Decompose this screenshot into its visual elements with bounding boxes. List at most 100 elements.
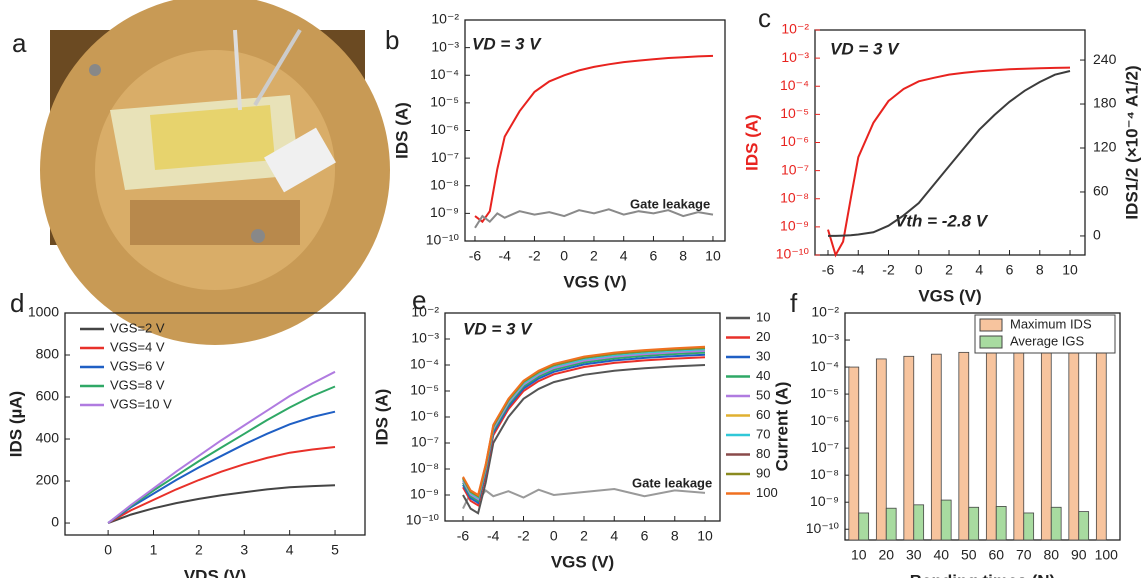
annotation: Gate leakage — [630, 196, 710, 211]
y-tick-label: 10⁻¹⁰ — [806, 520, 840, 536]
x-tick-label: 5 — [331, 542, 339, 558]
y-tick-label: 10⁻⁵ — [780, 105, 809, 121]
panel-label: d — [10, 288, 24, 318]
y-tick-label: 1000 — [28, 304, 59, 320]
bar — [958, 351, 970, 541]
photo-pads — [130, 200, 300, 245]
x-tick-label: 2 — [195, 542, 203, 558]
annotation: VD = 3 V — [830, 39, 900, 58]
y2-tick-label: 60 — [1093, 183, 1109, 199]
bar — [1078, 511, 1090, 541]
legend-label: VGS=10 V — [110, 396, 172, 411]
x-tick-label: 4 — [610, 528, 618, 544]
legend-label: 30 — [756, 348, 770, 363]
x-tick-label: -6 — [457, 528, 470, 544]
y-tick-label: 10⁻² — [411, 304, 439, 320]
y-tick-label: 10⁻³ — [431, 38, 459, 54]
bar — [903, 355, 915, 541]
annotation: Gate leakage — [632, 475, 712, 490]
y-tick-label: 10⁻² — [431, 11, 459, 27]
x-tick-label: -6 — [822, 262, 835, 278]
bar — [885, 507, 897, 541]
y-tick-label: 10⁻⁷ — [431, 149, 459, 165]
legend-label: 60 — [756, 407, 770, 422]
y-tick-label: 10⁻⁷ — [811, 439, 839, 455]
legend-label: 80 — [756, 446, 770, 461]
x-tick-label: 8 — [1036, 262, 1044, 278]
y-tick-label: 10⁻⁵ — [430, 94, 459, 110]
x-tick-label: 10 — [697, 528, 713, 544]
bar — [985, 350, 997, 541]
x-tick-label: 10 — [851, 547, 867, 563]
x-tick-label: 8 — [679, 248, 687, 264]
y-tick-label: 10⁻⁸ — [810, 466, 839, 482]
y-tick-label: 10⁻⁶ — [810, 412, 839, 428]
bar — [875, 358, 887, 541]
y-tick-label: 600 — [36, 388, 60, 404]
series-line — [474, 208, 714, 229]
x-tick-label: 90 — [1071, 547, 1087, 563]
y-axis-title: IDS (A) — [372, 389, 391, 446]
annotation: Vth = -2.8 V — [895, 211, 989, 230]
series-line — [474, 54, 714, 224]
x-tick-label: 0 — [550, 528, 558, 544]
legend-label: Average IGS — [1010, 333, 1085, 348]
legend-label: 70 — [756, 426, 770, 441]
bar — [1013, 350, 1025, 541]
legend-label: 90 — [756, 465, 770, 480]
x-tick-label: 4 — [975, 262, 983, 278]
y-tick-label: 10⁻¹⁰ — [426, 232, 460, 248]
series-line — [828, 70, 1071, 237]
bar — [940, 499, 952, 541]
series-line — [462, 364, 706, 515]
y-tick-label: 0 — [51, 514, 59, 530]
series-line — [107, 410, 336, 524]
legend-label: 10 — [756, 309, 770, 324]
x-tick-label: 6 — [1006, 262, 1014, 278]
bar — [995, 506, 1007, 541]
series-line — [107, 370, 336, 524]
x-tick-label: 4 — [620, 248, 628, 264]
legend-swatch — [979, 335, 1003, 349]
y-tick-label: 10⁻⁹ — [430, 204, 459, 220]
y-tick-label: 10⁻⁴ — [780, 77, 809, 93]
photo-clamp — [264, 127, 336, 193]
annotation: VD = 3 V — [472, 34, 542, 53]
plot-frame — [64, 312, 366, 536]
y-tick-label: 10⁻² — [811, 304, 839, 320]
photo-screw — [251, 229, 265, 243]
y-axis-title: Current (A) — [772, 382, 791, 472]
bar — [848, 366, 860, 541]
y-tick-label: 10⁻⁹ — [410, 486, 439, 502]
legend-label: 20 — [756, 329, 770, 344]
panel-label: b — [385, 25, 399, 55]
legend-label: 100 — [756, 485, 778, 500]
y-tick-label: 800 — [36, 346, 60, 362]
bar — [1023, 512, 1035, 541]
y-tick-label: 10⁻⁸ — [410, 460, 439, 476]
panel-label: e — [412, 285, 426, 315]
y-tick-label: 10⁻¹⁰ — [776, 246, 810, 262]
y-tick-label: 10⁻⁴ — [430, 66, 459, 82]
series-line — [827, 66, 1071, 258]
x-axis-title: VDS (V) — [184, 566, 246, 578]
bar — [913, 504, 925, 541]
x-axis-title: VGS (V) — [563, 272, 626, 291]
y-tick-label: 10⁻⁷ — [781, 161, 809, 177]
bar — [968, 506, 980, 541]
y-tick-label: 10⁻¹⁰ — [406, 512, 440, 528]
legend-label: 40 — [756, 368, 770, 383]
y-tick-label: 10⁻³ — [811, 331, 839, 347]
x-tick-label: 6 — [650, 248, 658, 264]
series-line — [107, 385, 336, 524]
series-line — [462, 487, 706, 510]
legend-swatch — [979, 318, 1003, 332]
y-tick-label: 10⁻³ — [781, 49, 809, 65]
y-tick-label: 10⁻² — [781, 21, 809, 37]
x-tick-label: 40 — [933, 547, 949, 563]
y-axis-title: IDS (A) — [742, 114, 761, 171]
y-tick-label: 10⁻⁴ — [810, 358, 839, 374]
y-tick-label: 400 — [36, 430, 60, 446]
x-axis-title: Bending times (N) — [910, 571, 1055, 578]
